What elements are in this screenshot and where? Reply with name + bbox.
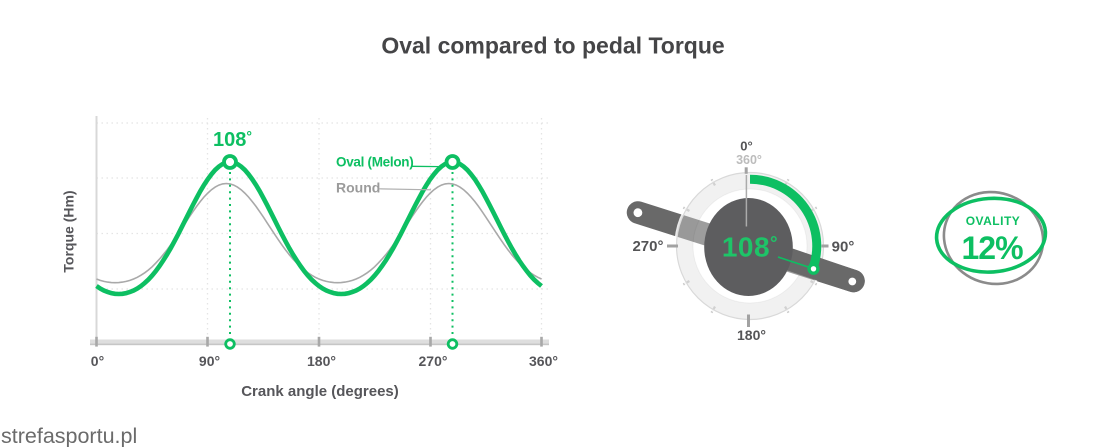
svg-text:12%: 12% bbox=[961, 230, 1023, 266]
svg-text:270°: 270° bbox=[419, 353, 448, 369]
svg-text:90°: 90° bbox=[199, 353, 220, 369]
svg-text:OVALITY: OVALITY bbox=[966, 214, 1021, 228]
svg-text:Oval compared to pedal Torque: Oval compared to pedal Torque bbox=[381, 33, 724, 59]
svg-text:360°: 360° bbox=[529, 353, 558, 369]
svg-text:0°: 0° bbox=[740, 138, 752, 153]
svg-text:90°: 90° bbox=[832, 239, 855, 256]
svg-text:108°: 108° bbox=[722, 232, 778, 263]
svg-text:360°: 360° bbox=[736, 153, 762, 167]
svg-text:Crank angle (degrees): Crank angle (degrees) bbox=[241, 383, 399, 400]
svg-text:108°: 108° bbox=[213, 128, 252, 151]
svg-text:180°: 180° bbox=[737, 327, 766, 343]
svg-text:Torque (Hm): Torque (Hm) bbox=[61, 190, 77, 272]
svg-text:Oval (Melon): Oval (Melon) bbox=[336, 155, 413, 170]
svg-text:strefasportu.pl: strefasportu.pl bbox=[1, 424, 137, 447]
svg-text:180°: 180° bbox=[307, 353, 336, 369]
svg-text:0°: 0° bbox=[91, 353, 104, 369]
svg-text:270°: 270° bbox=[632, 238, 663, 255]
svg-text:Round: Round bbox=[336, 180, 380, 196]
